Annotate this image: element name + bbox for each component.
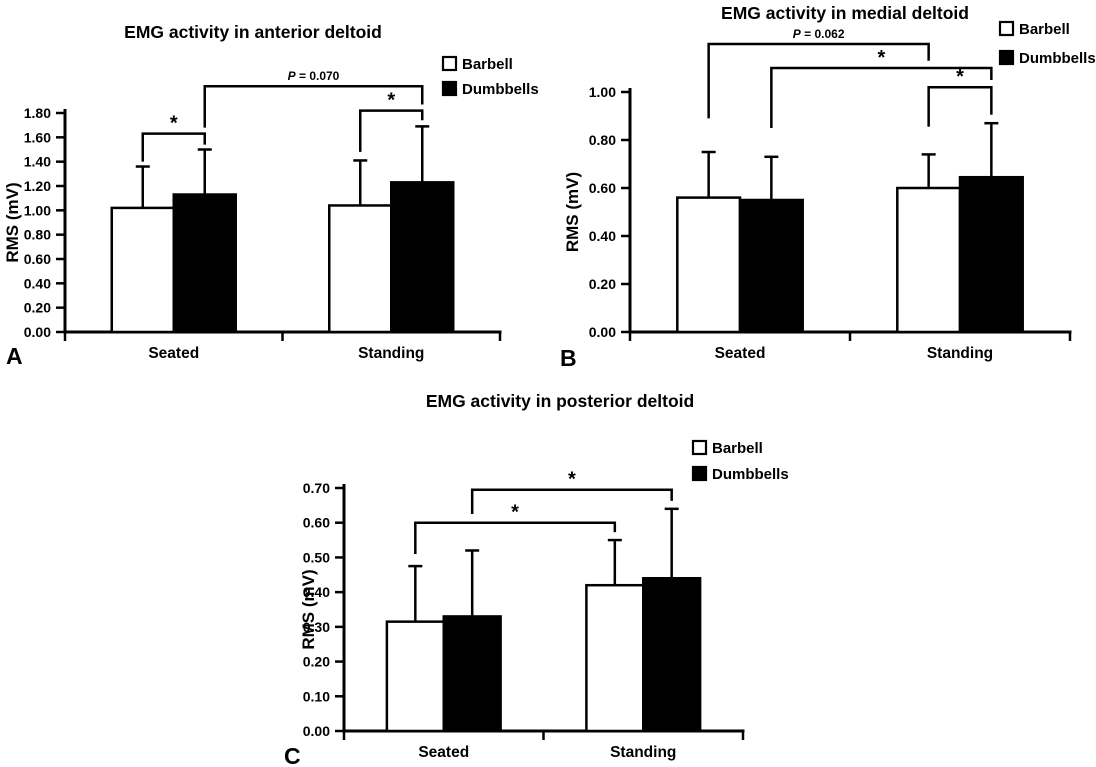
panel-letter: B [560, 345, 577, 371]
category-label: Seated [418, 744, 469, 761]
y-tick-label: 0.80 [589, 132, 616, 148]
bar-dumbbells-standing [390, 181, 455, 334]
legend-label: Dumbbells [1019, 50, 1096, 67]
y-tick-label: 0.20 [303, 654, 330, 670]
chart-panel-medial-deltoid: EMG activity in medial deltoid 0.00 0.20 0.… [548, 0, 1096, 380]
legend-label: Dumbbells [462, 81, 539, 98]
bar-barbell-standing [585, 583, 645, 733]
significance-star-label: * [387, 90, 395, 112]
chart-panel-anterior-deltoid: EMG activity in anterior deltoid 0.00 0.20… [0, 0, 548, 380]
significance-star-label: * [511, 502, 519, 524]
y-tick-label: 0.10 [303, 688, 330, 704]
y-axis-label: RMS (mV) [563, 172, 582, 252]
bar-dumbbells-seated [172, 193, 237, 334]
significance-star-label: * [568, 469, 576, 491]
significance-bracket [470, 488, 673, 515]
chart-title: EMG activity in anterior deltoid [124, 22, 382, 42]
significance-star-label: * [877, 47, 885, 69]
y-tick-label: 0.30 [303, 619, 330, 635]
y-tick-label: 0.60 [24, 251, 51, 267]
chart-panel-posterior-deltoid: EMG activity in posterior deltoid 0.00 0.1… [250, 380, 850, 767]
legend-swatch-dumbbells [441, 80, 458, 97]
category-label: Standing [610, 744, 676, 761]
p-value-label: P = 0.062 [793, 27, 845, 41]
y-tick-label: 1.00 [589, 84, 616, 100]
y-tick-label: 1.00 [24, 202, 51, 218]
y-tick-label: 0.40 [24, 275, 51, 291]
y-tick-label: 0.60 [303, 515, 330, 531]
bar-barbell-seated [110, 206, 175, 334]
category-label: Standing [358, 345, 424, 362]
significance-bracket [414, 521, 617, 554]
y-tick-label: 1.20 [24, 178, 51, 194]
chart-svg: EMG activity in medial deltoid 0.00 0.20 0.… [560, 3, 1096, 371]
y-tick-label: 0.70 [303, 480, 330, 496]
bar-dumbbells-standing [958, 175, 1024, 334]
significance-bracket [707, 42, 930, 119]
bar-dumbbells-seated [442, 615, 502, 733]
y-tick-label: 0.40 [303, 584, 330, 600]
significance-bracket [203, 84, 424, 128]
y-axis-label: RMS (mV) [3, 182, 22, 262]
legend-swatch-barbell [691, 439, 708, 456]
chart-svg: EMG activity in posterior deltoid 0.00 0.1… [284, 391, 789, 767]
chart-title: EMG activity in posterior deltoid [426, 391, 694, 411]
bar-barbell-standing [896, 186, 962, 334]
y-tick-label: 1.80 [24, 105, 51, 121]
y-tick-label: 0.60 [589, 180, 616, 196]
chart-svg: EMG activity in anterior deltoid 0.00 0.20… [3, 22, 539, 369]
significance-star-label: * [956, 66, 964, 88]
legend-swatch-barbell [441, 55, 458, 72]
legend-label: Dumbbells [712, 466, 789, 483]
p-value-label: P = 0.070 [288, 69, 340, 83]
y-tick-label: 1.40 [24, 154, 51, 170]
legend-label: Barbell [712, 440, 763, 457]
y-tick-label: 0.20 [24, 300, 51, 316]
significance-bracket [359, 109, 424, 152]
significance-star-label: * [170, 113, 178, 135]
bar-barbell-seated [385, 620, 445, 733]
bar-barbell-seated [676, 196, 742, 334]
y-tick-label: 0.00 [24, 324, 51, 340]
panel-letter: C [284, 743, 301, 767]
panel-letter: A [6, 343, 23, 369]
legend-swatch-dumbbells [998, 49, 1015, 66]
y-tick-label: 1.60 [24, 129, 51, 145]
category-label: Seated [715, 345, 766, 362]
bar-dumbbells-seated [738, 198, 804, 334]
bar-barbell-standing [328, 204, 393, 334]
y-tick-label: 0.40 [589, 228, 616, 244]
bar-dumbbells-standing [642, 577, 702, 733]
y-tick-label: 0.00 [589, 324, 616, 340]
legend-label: Barbell [462, 56, 513, 73]
y-tick-label: 0.80 [24, 227, 51, 243]
category-label: Standing [927, 345, 993, 362]
y-tick-label: 0.20 [589, 276, 616, 292]
significance-bracket [927, 85, 993, 127]
significance-bracket [141, 132, 206, 162]
y-axis-label: RMS (mV) [299, 569, 318, 649]
significance-bracket [770, 66, 993, 128]
y-tick-label: 0.00 [303, 723, 330, 739]
legend-label: Barbell [1019, 21, 1070, 38]
y-tick-label: 0.50 [303, 549, 330, 565]
chart-title: EMG activity in medial deltoid [721, 3, 969, 23]
legend-swatch-barbell [998, 20, 1015, 37]
category-label: Seated [148, 345, 199, 362]
legend-swatch-dumbbells [691, 465, 708, 482]
